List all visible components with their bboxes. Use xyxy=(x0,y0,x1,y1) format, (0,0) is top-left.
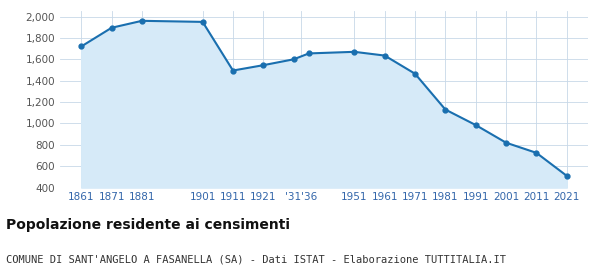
Text: Popolazione residente ai censimenti: Popolazione residente ai censimenti xyxy=(6,218,290,232)
Text: COMUNE DI SANT'ANGELO A FASANELLA (SA) - Dati ISTAT - Elaborazione TUTTITALIA.IT: COMUNE DI SANT'ANGELO A FASANELLA (SA) -… xyxy=(6,255,506,265)
